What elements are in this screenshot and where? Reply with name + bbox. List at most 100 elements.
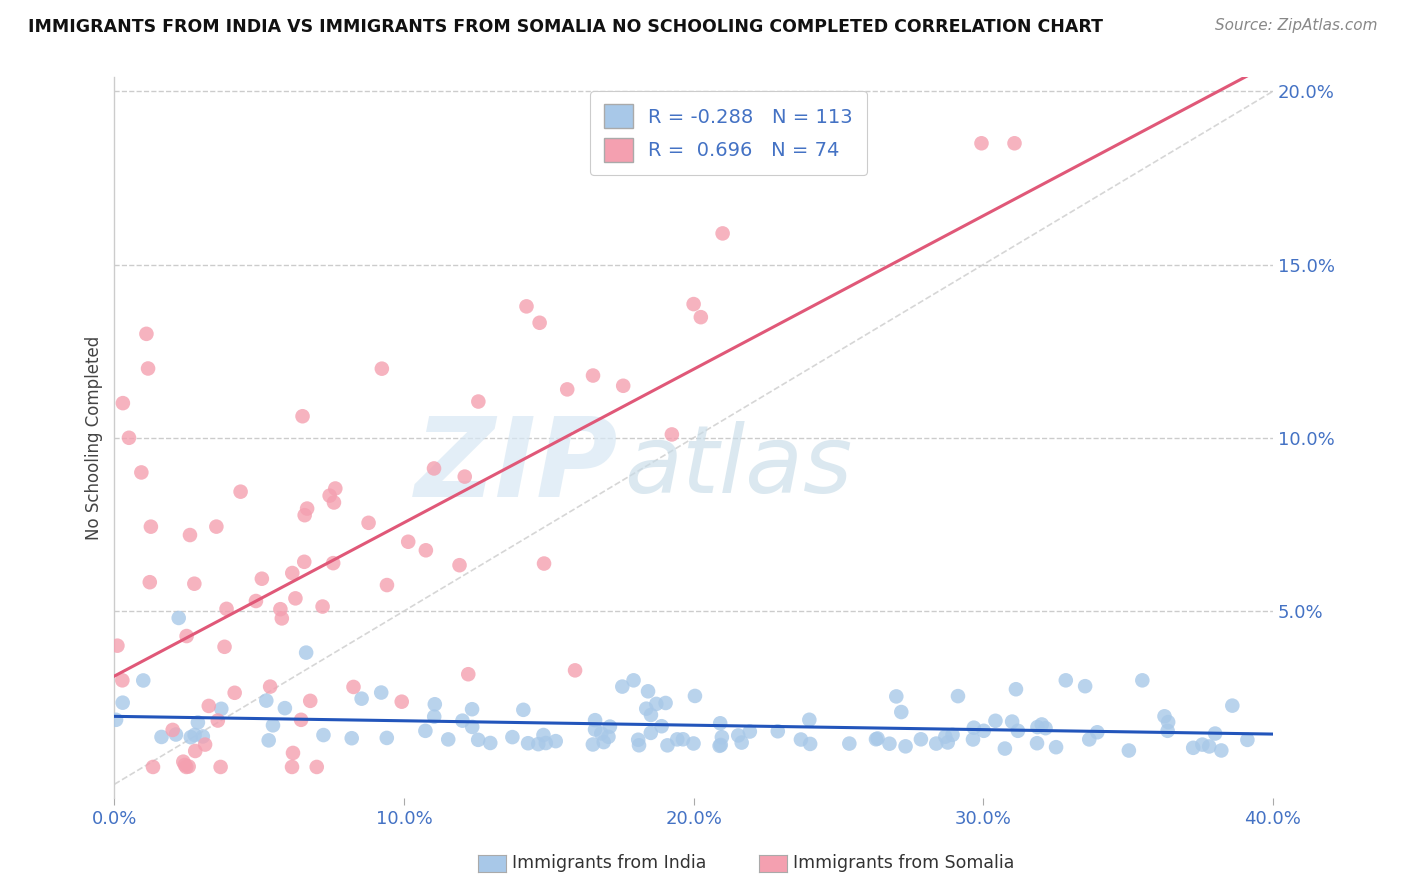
Point	[1204, 726, 1226, 740]
Point	[457, 667, 479, 681]
Point	[884, 690, 907, 704]
Text: ZIP: ZIP	[415, 413, 619, 520]
Y-axis label: No Schooling Completed: No Schooling Completed	[86, 335, 103, 540]
Point	[672, 732, 695, 747]
Point	[257, 733, 280, 747]
Text: IMMIGRANTS FROM INDIA VS IMMIGRANTS FROM SOMALIA NO SCHOOLING COMPLETED CORRELAT: IMMIGRANTS FROM INDIA VS IMMIGRANTS FROM…	[28, 18, 1104, 36]
Point	[357, 516, 380, 530]
Point	[111, 696, 134, 710]
Point	[582, 738, 605, 752]
Point	[311, 599, 333, 614]
Point	[423, 461, 446, 475]
Point	[894, 739, 917, 754]
Point	[139, 575, 162, 590]
Point	[591, 726, 613, 740]
Point	[1078, 732, 1101, 747]
Point	[139, 519, 162, 533]
Point	[1153, 709, 1175, 723]
Point	[1054, 673, 1077, 688]
Point	[598, 730, 620, 744]
Point	[270, 611, 292, 625]
Point	[666, 732, 689, 747]
Point	[838, 737, 860, 751]
Text: atlas: atlas	[624, 421, 852, 512]
Point	[946, 689, 969, 703]
Point	[1157, 715, 1180, 730]
Point	[415, 723, 437, 738]
Point	[651, 719, 673, 733]
Point	[259, 680, 281, 694]
Point	[941, 728, 963, 742]
Point	[1035, 721, 1057, 735]
Point	[1026, 720, 1049, 734]
Point	[1182, 740, 1205, 755]
Point	[375, 731, 398, 745]
Point	[350, 691, 373, 706]
Point	[479, 736, 502, 750]
Point	[423, 709, 446, 723]
Point	[291, 409, 314, 424]
Point	[925, 737, 948, 751]
Point	[467, 732, 489, 747]
Legend: R = -0.288   N = 113, R =  0.696   N = 74: R = -0.288 N = 113, R = 0.696 N = 74	[591, 91, 866, 175]
Point	[555, 383, 578, 397]
Point	[165, 727, 187, 741]
Point	[131, 466, 153, 480]
Point	[111, 396, 134, 410]
Point	[292, 555, 315, 569]
Point	[934, 730, 956, 744]
Point	[323, 482, 346, 496]
Point	[281, 746, 304, 760]
Point	[451, 714, 474, 728]
Point	[683, 689, 706, 703]
Point	[865, 732, 887, 747]
Point	[142, 760, 165, 774]
Point	[709, 716, 731, 731]
Point	[136, 361, 159, 376]
Point	[627, 739, 650, 753]
Point	[645, 697, 668, 711]
Point	[105, 713, 128, 727]
Point	[135, 326, 157, 341]
Point	[533, 557, 555, 571]
Point	[879, 737, 901, 751]
Point	[294, 508, 316, 523]
Point	[512, 703, 534, 717]
Point	[1031, 717, 1053, 731]
Point	[790, 732, 813, 747]
Point	[184, 744, 207, 758]
Point	[766, 724, 789, 739]
Point	[437, 732, 460, 747]
Text: Immigrants from India: Immigrants from India	[512, 855, 706, 872]
Point	[254, 693, 277, 707]
Point	[111, 673, 134, 688]
Point	[654, 696, 676, 710]
Point	[174, 758, 197, 772]
Point	[612, 378, 634, 392]
Point	[214, 640, 236, 654]
Point	[1211, 743, 1233, 757]
Point	[636, 701, 658, 715]
Point	[1198, 739, 1220, 754]
Point	[162, 723, 184, 737]
Point	[640, 726, 662, 740]
Point	[323, 495, 346, 509]
Point	[1118, 743, 1140, 757]
Point	[501, 730, 523, 744]
Point	[1005, 682, 1028, 697]
Point	[250, 572, 273, 586]
Point	[197, 698, 219, 713]
Point	[150, 730, 173, 744]
Point	[910, 732, 932, 747]
Point	[963, 721, 986, 735]
Point	[936, 735, 959, 749]
Point	[375, 578, 398, 592]
Point	[183, 576, 205, 591]
Point	[167, 611, 190, 625]
Point	[583, 713, 606, 727]
Point	[1236, 732, 1258, 747]
Point	[290, 713, 312, 727]
Point	[118, 431, 141, 445]
Point	[391, 695, 413, 709]
Point	[183, 728, 205, 742]
